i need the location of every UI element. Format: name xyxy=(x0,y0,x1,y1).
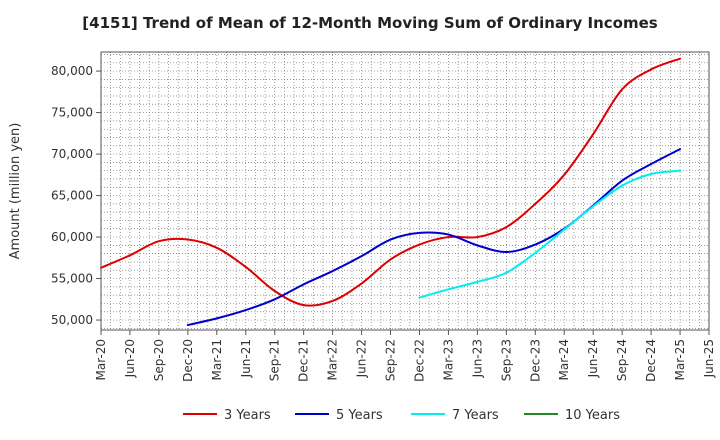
x-tick-label: Sep-24 xyxy=(615,339,629,381)
y-tick-label: 50,000 xyxy=(51,313,93,327)
x-tick-label: Jun-21 xyxy=(239,339,253,378)
series-line-3-years xyxy=(100,57,682,307)
x-tick-label: Dec-21 xyxy=(297,339,311,382)
x-tick-label: Jun-20 xyxy=(123,339,137,378)
plot-frame xyxy=(100,51,710,331)
y-tick-label: 70,000 xyxy=(51,147,93,161)
x-tick-label: Mar-20 xyxy=(94,339,108,380)
x-tick-label: Sep-23 xyxy=(499,339,513,381)
x-tick-label: Mar-24 xyxy=(557,339,571,380)
x-tick-label: Dec-24 xyxy=(644,339,658,382)
y-tick-label: 65,000 xyxy=(51,189,93,203)
x-tick-label: Jun-23 xyxy=(470,339,484,378)
x-tick-label: Dec-23 xyxy=(528,339,542,382)
y-axis-label: Amount (million yen) xyxy=(8,123,23,260)
x-tick-label: Sep-20 xyxy=(152,339,166,381)
x-tick-label: Mar-21 xyxy=(210,339,224,380)
series-lines xyxy=(100,57,682,327)
legend-label: 10 Years xyxy=(565,408,620,423)
x-tick-label: Mar-22 xyxy=(326,339,340,380)
y-tick-label: 80,000 xyxy=(51,64,93,78)
legend-label: 7 Years xyxy=(452,408,499,423)
chart-title: [4151] Trend of Mean of 12-Month Moving … xyxy=(82,14,657,32)
x-tick-label: Dec-20 xyxy=(181,339,195,382)
plot-area xyxy=(101,52,709,330)
x-tick-label: Sep-21 xyxy=(268,339,282,381)
y-axis: 50,000 55,000 60,000 65,000 70,000 75,000 80,0… xyxy=(51,64,101,327)
x-tick-label: Jun-25 xyxy=(702,339,716,378)
x-tick-label: Mar-23 xyxy=(441,339,455,380)
x-tick-label: Sep-22 xyxy=(384,339,398,381)
legend-label: 5 Years xyxy=(336,408,383,423)
y-tick-label: 75,000 xyxy=(51,106,93,120)
x-tick-label: Dec-22 xyxy=(412,339,426,382)
series-line-7-years xyxy=(418,169,682,299)
x-tick-label: Jun-24 xyxy=(586,339,600,378)
y-tick-label: 60,000 xyxy=(51,230,93,244)
x-axis: Mar-20 Jun-20 Sep-20 Dec-20 Mar-21 Jun-21 Sep-… xyxy=(94,330,716,382)
y-tick-label: 55,000 xyxy=(51,272,93,286)
legend: 3 Years 5 Years 7 Years 10 Years xyxy=(183,408,620,423)
legend-label: 3 Years xyxy=(224,408,271,423)
x-tick-label: Jun-22 xyxy=(355,339,369,378)
x-tick-label: Mar-25 xyxy=(673,339,687,380)
